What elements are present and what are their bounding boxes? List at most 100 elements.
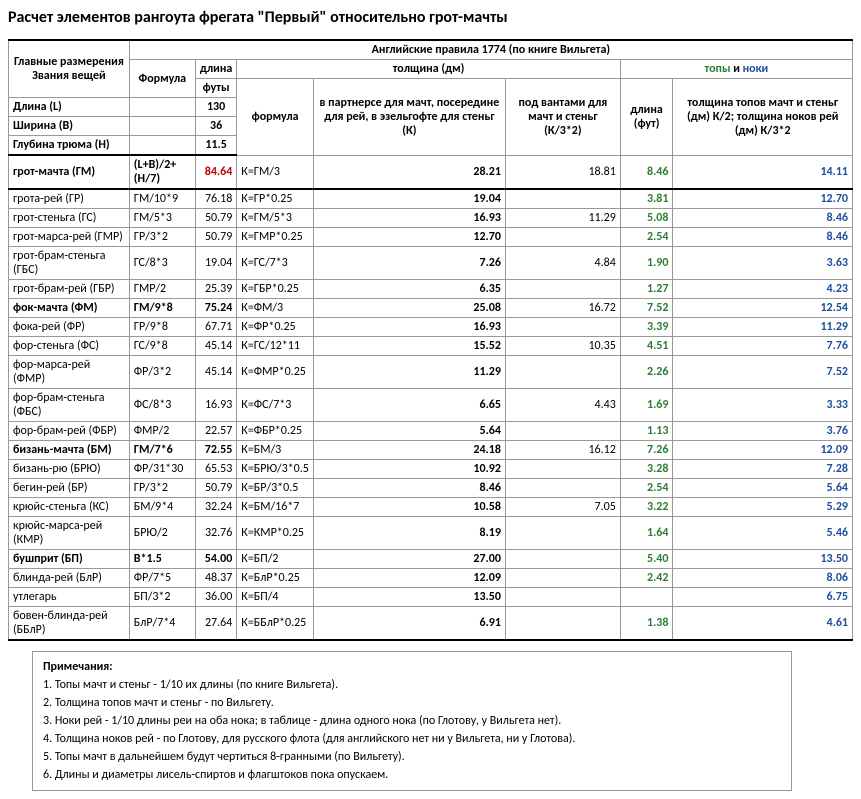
row-formula1: ГС/9*8 bbox=[129, 337, 195, 356]
row-formula2: К=ФС/7*3 bbox=[237, 389, 314, 422]
row-nock: 12.09 bbox=[673, 441, 853, 460]
row-length: 48.37 bbox=[195, 569, 236, 588]
row-name: фор-брам-рей (ФБР) bbox=[9, 422, 130, 441]
dim-val-2: 11.5 bbox=[195, 136, 236, 156]
row-formula1: ГР/3*2 bbox=[129, 228, 195, 247]
row-formula2: К=ФМР*0.25 bbox=[237, 356, 314, 389]
row-formula1: ФР/31*30 bbox=[129, 460, 195, 479]
row-top: 1.27 bbox=[620, 280, 673, 299]
row-name: фор-марса-рей (ФМР) bbox=[9, 356, 130, 389]
row-top bbox=[620, 588, 673, 607]
col-partner: в партнерсе для мачт, посередине для рей… bbox=[313, 79, 505, 156]
row-formula2: К=БМ/3 bbox=[237, 441, 314, 460]
row-formula2: К=БП/4 bbox=[237, 588, 314, 607]
col-rules: Английские правила 1774 (по книге Вильге… bbox=[129, 40, 852, 60]
notes-box: Примечания: 1. Топы мачт и стеньг - 1/10… bbox=[32, 651, 792, 791]
note-item: 6. Длины и диаметры лисель-спиртов и фла… bbox=[43, 766, 781, 784]
row-k2 bbox=[505, 517, 620, 550]
row-formula1: B*1.5 bbox=[129, 550, 195, 569]
notes-title: Примечания: bbox=[43, 658, 781, 676]
row-k2: 16.72 bbox=[505, 299, 620, 318]
row-name: бовен-блинда-рей (ББлР) bbox=[9, 607, 130, 641]
row-nock: 4.23 bbox=[673, 280, 853, 299]
row-formula1: ФМР/2 bbox=[129, 422, 195, 441]
row-formula1: ФР/7*5 bbox=[129, 569, 195, 588]
row-name: фока-рей (ФР) bbox=[9, 318, 130, 337]
row-nock: 12.70 bbox=[673, 189, 853, 209]
row-nock: 14.11 bbox=[673, 155, 853, 189]
row-k2 bbox=[505, 422, 620, 441]
page-title: Расчет элементов рангоута фрегата "Первы… bbox=[8, 8, 853, 27]
row-nock: 7.28 bbox=[673, 460, 853, 479]
dim-name-1: Ширина (B) bbox=[9, 117, 130, 136]
row-name: грот-мачта (ГМ) bbox=[9, 155, 130, 189]
row-nock: 6.75 bbox=[673, 588, 853, 607]
row-formula1: ГР/9*8 bbox=[129, 318, 195, 337]
row-top: 2.42 bbox=[620, 569, 673, 588]
row-length: 36.00 bbox=[195, 588, 236, 607]
row-k: 27.00 bbox=[313, 550, 505, 569]
row-k: 25.08 bbox=[313, 299, 505, 318]
row-name: крюйс-стеньга (КС) bbox=[9, 498, 130, 517]
row-nock: 5.64 bbox=[673, 479, 853, 498]
row-top: 7.26 bbox=[620, 441, 673, 460]
row-k2 bbox=[505, 356, 620, 389]
row-name: грота-рей (ГР) bbox=[9, 189, 130, 209]
row-k: 16.93 bbox=[313, 318, 505, 337]
row-name: грот-марса-рей (ГМР) bbox=[9, 228, 130, 247]
col-length: длина bbox=[195, 60, 236, 79]
row-formula1: ГМ/9*8 bbox=[129, 299, 195, 318]
row-name: блинда-рей (БлР) bbox=[9, 569, 130, 588]
row-top: 2.54 bbox=[620, 228, 673, 247]
row-k: 12.70 bbox=[313, 228, 505, 247]
row-top: 2.54 bbox=[620, 479, 673, 498]
row-top: 5.40 bbox=[620, 550, 673, 569]
row-formula1: БРЮ/2 bbox=[129, 517, 195, 550]
row-formula1: ГС/8*3 bbox=[129, 247, 195, 280]
dim-val-1: 36 bbox=[195, 117, 236, 136]
row-k: 6.65 bbox=[313, 389, 505, 422]
row-k: 10.92 bbox=[313, 460, 505, 479]
row-name: крюйс-марса-рей (КМР) bbox=[9, 517, 130, 550]
col-formula: Формула bbox=[129, 60, 195, 98]
row-formula2: К=ГМ/5*3 bbox=[237, 209, 314, 228]
row-k2: 16.12 bbox=[505, 441, 620, 460]
row-length: 45.14 bbox=[195, 356, 236, 389]
row-nock: 7.76 bbox=[673, 337, 853, 356]
dim-val-0: 130 bbox=[195, 98, 236, 117]
row-nock: 7.52 bbox=[673, 356, 853, 389]
row-formula2: К=БР/3*0.5 bbox=[237, 479, 314, 498]
row-nock: 5.46 bbox=[673, 517, 853, 550]
row-length: 76.18 bbox=[195, 189, 236, 209]
row-k: 16.93 bbox=[313, 209, 505, 228]
row-k: 19.04 bbox=[313, 189, 505, 209]
and-label: и bbox=[731, 62, 743, 76]
row-k2 bbox=[505, 479, 620, 498]
row-top: 2.26 bbox=[620, 356, 673, 389]
row-k: 8.46 bbox=[313, 479, 505, 498]
row-k: 11.29 bbox=[313, 356, 505, 389]
row-nock: 3.76 bbox=[673, 422, 853, 441]
row-name: бушприт (БП) bbox=[9, 550, 130, 569]
row-k2 bbox=[505, 569, 620, 588]
rigging-table: Главные размерения Звания вещей Английск… bbox=[8, 39, 853, 641]
row-top: 1.90 bbox=[620, 247, 673, 280]
row-nock: 8.06 bbox=[673, 569, 853, 588]
row-top: 5.08 bbox=[620, 209, 673, 228]
nocks-label: ноки bbox=[743, 62, 769, 76]
row-length: 45.14 bbox=[195, 337, 236, 356]
note-item: 1. Топы мачт и стеньг - 1/10 их длины (п… bbox=[43, 676, 781, 694]
row-name: грот-стеньга (ГС) bbox=[9, 209, 130, 228]
row-length: 72.55 bbox=[195, 441, 236, 460]
dim-name-2: Глубина трюма (H) bbox=[9, 136, 130, 156]
row-top: 1.38 bbox=[620, 607, 673, 641]
row-length: 50.79 bbox=[195, 209, 236, 228]
row-length: 50.79 bbox=[195, 479, 236, 498]
row-formula2: К=ГБР*0.25 bbox=[237, 280, 314, 299]
row-formula2: К=ФБР*0.25 bbox=[237, 422, 314, 441]
col-shrouds: под вантами для мачт и стеньг (К/3*2) bbox=[505, 79, 620, 156]
col-thick-tops: толщина топов мачт и стеньг (дм) К/2; то… bbox=[673, 79, 853, 156]
note-item: 4. Толщина ноков рей - по Глотову, для р… bbox=[43, 730, 781, 748]
col-thickness: толщина (дм) bbox=[237, 60, 621, 79]
row-k: 8.19 bbox=[313, 517, 505, 550]
